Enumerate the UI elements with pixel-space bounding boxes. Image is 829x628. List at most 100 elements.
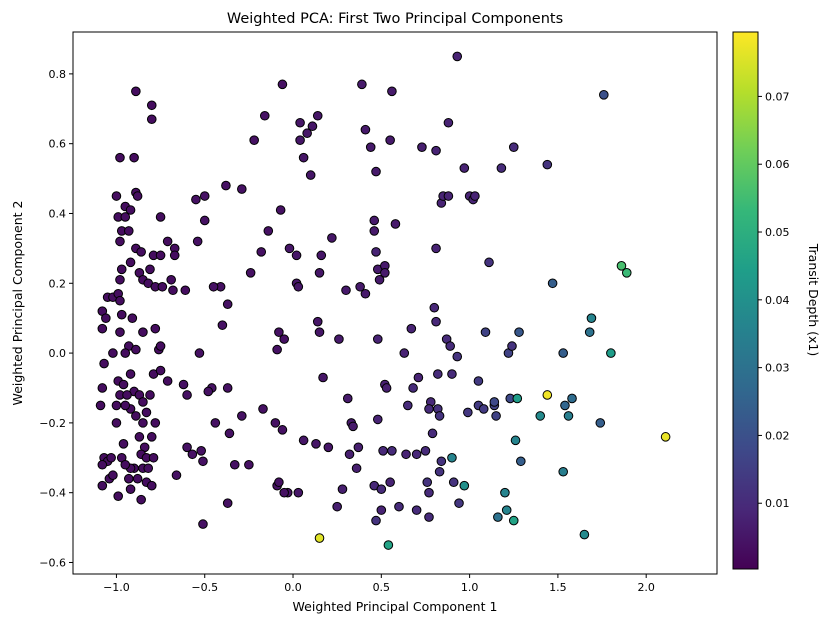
data-point <box>595 418 606 428</box>
data-point <box>542 159 553 170</box>
data-point <box>171 470 182 481</box>
data-point <box>146 100 157 111</box>
data-point <box>312 316 323 327</box>
data-point <box>143 463 154 474</box>
x-tick-label: −0.5 <box>191 581 218 594</box>
y-axis-label: Weighted Principal Component 2 <box>10 201 25 406</box>
data-point <box>118 439 129 449</box>
data-point <box>424 512 434 522</box>
data-point <box>493 512 503 522</box>
data-point <box>547 278 558 289</box>
y-tick-label: −0.2 <box>39 417 66 430</box>
data-point <box>403 400 413 411</box>
data-point <box>579 529 590 540</box>
data-point <box>374 274 385 285</box>
data-point <box>237 184 247 194</box>
data-point <box>406 323 417 334</box>
data-point <box>169 250 180 261</box>
data-point <box>259 110 270 121</box>
data-point <box>118 379 129 390</box>
data-point <box>131 86 141 97</box>
data-point <box>244 459 254 470</box>
data-point <box>351 463 362 474</box>
data-point <box>298 435 309 446</box>
data-point <box>443 191 454 201</box>
data-point <box>372 334 383 344</box>
data-point <box>210 418 221 428</box>
data-point <box>355 281 365 292</box>
data-point <box>222 383 233 393</box>
data-point <box>448 477 459 488</box>
data-point <box>385 477 395 488</box>
data-point <box>284 243 295 254</box>
data-point <box>452 51 463 62</box>
data-point <box>120 348 131 358</box>
data-point <box>138 418 148 428</box>
data-point <box>275 205 286 215</box>
y-tick-label: 0.8 <box>49 68 67 81</box>
data-point <box>150 323 161 334</box>
data-point <box>136 494 146 505</box>
data-point <box>162 236 173 247</box>
x-tick-label: 0.5 <box>373 581 391 594</box>
data-point <box>263 226 274 236</box>
data-point <box>496 163 507 173</box>
data-point <box>146 432 157 442</box>
data-point <box>277 425 288 435</box>
data-point <box>256 247 267 257</box>
x-tick-label: 1.0 <box>461 581 479 594</box>
x-tick-label: 1.5 <box>549 581 567 594</box>
data-point <box>500 487 510 498</box>
colorbar-ticks: 0.01 0.02 0.03 0.04 0.05 0.06 0.07 <box>758 90 790 510</box>
data-point <box>224 428 235 439</box>
data-point <box>291 250 302 261</box>
y-tick-label: −0.4 <box>39 487 66 500</box>
data-point <box>508 142 519 152</box>
data-point <box>508 515 519 526</box>
data-point <box>146 480 157 491</box>
data-point <box>433 369 443 379</box>
y-tick-label: 0.4 <box>49 207 67 220</box>
data-point <box>120 400 131 411</box>
data-point <box>115 152 125 163</box>
data-point <box>146 114 157 125</box>
data-point <box>473 376 484 386</box>
data-point <box>217 320 228 330</box>
data-point <box>132 473 143 484</box>
data-point <box>353 442 364 453</box>
data-point <box>431 145 441 156</box>
data-point <box>178 379 189 390</box>
x-tick-label: −1.0 <box>103 581 130 594</box>
colorbar-tick-label: 0.05 <box>765 226 790 239</box>
data-point <box>314 268 325 278</box>
data-point <box>478 404 489 414</box>
data-point <box>115 236 125 247</box>
data-point <box>138 397 148 407</box>
data-point <box>413 372 424 383</box>
data-point <box>295 135 305 145</box>
data-point <box>274 477 284 488</box>
data-point <box>258 404 268 414</box>
data-point <box>542 390 553 400</box>
data-point <box>470 191 480 201</box>
data-point <box>606 348 616 358</box>
data-point <box>124 473 134 484</box>
data-point <box>116 309 127 320</box>
data-point <box>101 313 111 323</box>
data-point <box>369 215 380 226</box>
data-point <box>113 491 124 501</box>
plot-frame <box>72 31 718 575</box>
colorbar-tick-label: 0.02 <box>765 429 790 442</box>
data-point <box>145 264 155 275</box>
data-point <box>443 117 454 128</box>
data-point <box>660 432 671 442</box>
data-point <box>111 400 122 411</box>
data-point <box>512 393 523 404</box>
data-point <box>166 274 176 285</box>
colorbar <box>732 31 759 570</box>
data-point <box>295 117 305 128</box>
data-point <box>420 446 431 456</box>
data-point <box>134 432 145 442</box>
data-point <box>318 372 328 383</box>
points-layer <box>95 51 671 550</box>
